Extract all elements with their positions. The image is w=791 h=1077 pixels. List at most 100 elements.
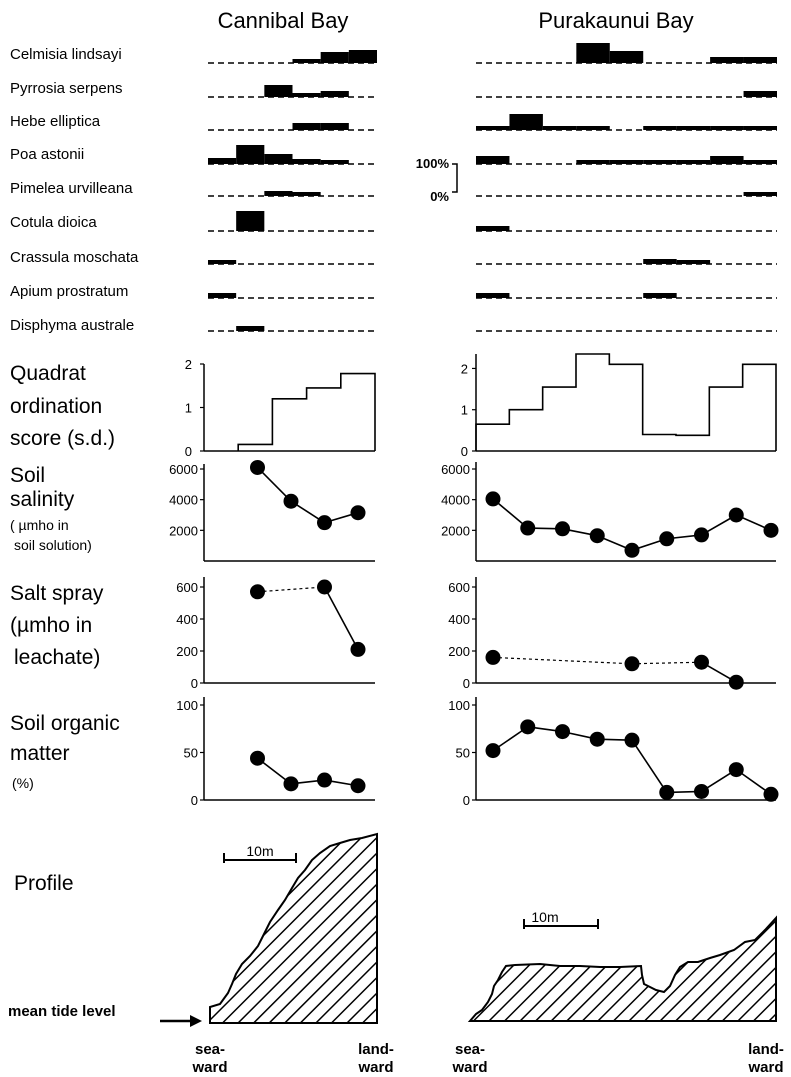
species-cover-bar [236,145,265,164]
series-line-segment [323,586,359,650]
profile-cannibal-terrain [209,832,378,1024]
species-cover-bar [292,159,321,164]
profile-label: Profile [14,872,74,895]
species-cover-bar [676,160,711,164]
mean-tide-label: mean tide level [8,1003,116,1020]
data-point [317,515,332,531]
species-label: Celmisia lindsayi [10,46,122,63]
species-cover-bar [643,126,677,130]
data-point [350,505,366,521]
site-title-purakaunui: Purakaunui Bay [538,8,693,33]
species-cover-bar [743,126,777,130]
cover-scale-bottom-label: 0% [430,189,449,204]
data-point [520,520,536,536]
y-tick-label: 2000 [169,523,198,538]
data-point [624,542,640,558]
profile-purakaunui: 10m [467,909,777,1022]
species-cover-bar [236,326,265,331]
data-point [485,491,501,507]
species-cover-bar [643,259,677,264]
species-cover-bar [236,211,265,231]
species-cover-bar [609,51,644,63]
species-cover-bar [264,191,293,196]
organic-label: matter [10,742,70,765]
seaward-label: ward [451,1059,487,1076]
species-cover-bar [292,123,321,130]
species-cover-bar [320,123,349,130]
species-cover-bar [208,293,237,298]
species-label: Crassula moschata [10,249,139,266]
organic-label: (%) [12,775,34,791]
species-cover-bar [710,57,744,63]
y-tick-label: 6000 [169,462,198,477]
y-tick-label: 2000 [441,523,470,538]
species-cover-bar [320,160,349,164]
y-tick-label: 4000 [441,493,470,508]
data-point [728,674,744,690]
spray-label: leachate) [14,646,100,669]
y-tick-label: 400 [448,612,470,627]
data-point [283,493,299,509]
series-line-segment [492,656,633,665]
species-cover-bar [348,50,377,63]
species-labels: Celmisia lindsayi Pyrrosia serpens Hebe … [10,46,139,334]
data-point [763,522,779,538]
data-point [659,531,675,547]
scale-bar-purakaunui: 10m [523,909,599,929]
scale-bar-cannibal: 10m [223,843,297,863]
series-line-segment [492,498,529,529]
y-tick-label: 200 [176,644,198,659]
species-cover-bar [292,59,321,63]
species-cover-bar [476,156,510,164]
y-tick-label: 100 [176,698,198,713]
data-point [694,654,709,670]
species-cover-bar [643,293,677,298]
species-cover-bar [320,52,349,63]
salinity-label: Soil [10,464,45,487]
species-cover-bar [292,192,321,196]
mean-tide-indicator: mean tide level [8,1003,202,1027]
data-point [485,743,501,759]
organic-label: Soil organic [10,712,120,735]
y-tick-label: 0 [463,793,470,808]
species-cover-bar [292,93,321,97]
scale-bar-label: 10m [246,843,273,859]
species-cover-bar [320,91,349,97]
species-cover-bar [676,126,711,130]
data-point [250,459,265,475]
species-label: Cotula dioica [10,214,97,231]
species-cover-bar [208,158,237,164]
y-tick-label: 1 [461,403,468,418]
species-label: Pyrrosia serpens [10,80,123,97]
species-cover-cannibal [208,50,377,332]
species-cover-bar [476,293,510,298]
y-tick-label: 0 [463,676,470,691]
ordination-step-line [475,353,777,451]
salinity-label: salinity [10,488,75,511]
y-tick-label: 4000 [169,493,198,508]
seaward-label: sea- [195,1041,225,1058]
y-tick-label: 50 [184,746,198,761]
species-cover-bar [743,192,777,196]
data-point [694,527,709,543]
species-cover-bar [208,260,237,264]
salinity-units: soil solution) [14,537,92,553]
data-point [555,724,570,740]
species-cover-bar [710,126,744,130]
data-point [485,649,501,665]
ordination-step-line [237,372,376,451]
species-cover-bar [609,160,644,164]
species-cover-bar [476,126,510,130]
data-point [589,731,605,747]
cover-scale-bracket [452,163,458,193]
data-point [317,579,332,595]
seaward-label: ward [191,1059,227,1076]
species-cover-bar [576,126,610,130]
species-cover-bar [476,226,510,231]
data-point [250,750,265,766]
data-point [763,786,779,802]
profile-cannibal: 10m [209,832,378,1024]
species-cover-bar [264,85,293,97]
y-tick-label: 100 [448,698,470,713]
